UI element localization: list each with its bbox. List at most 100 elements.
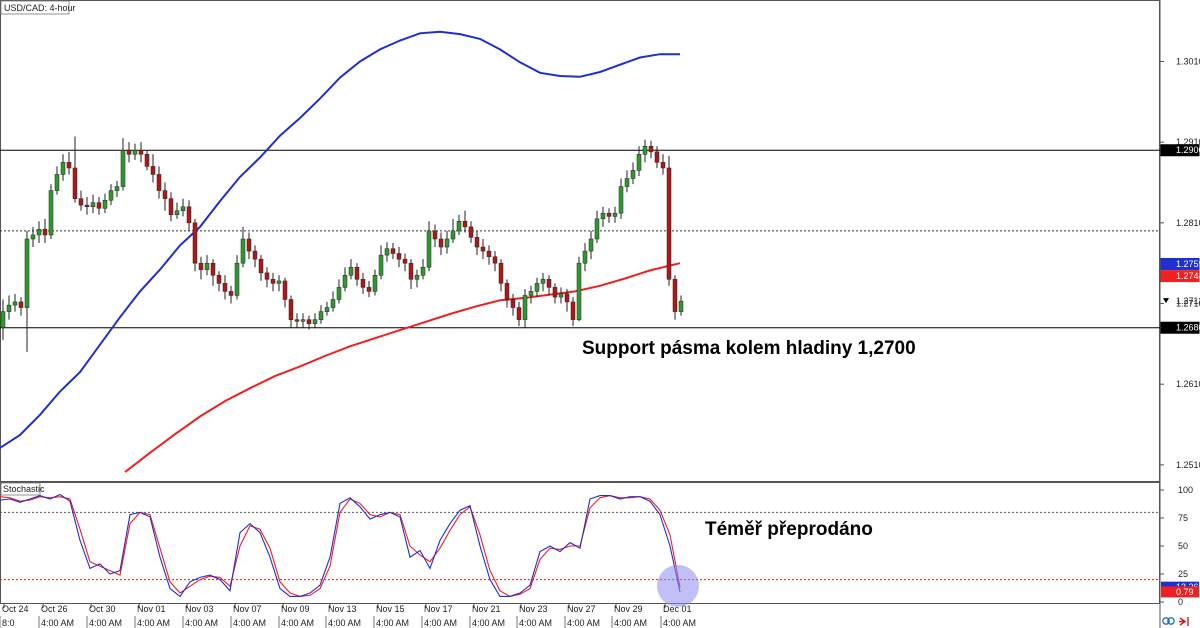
candle: [450, 218, 456, 244]
candle: [660, 154, 666, 175]
candle: [72, 136, 78, 203]
stochastic-tick-label: 50: [1178, 541, 1188, 551]
candle: [600, 206, 606, 227]
candle-body: [384, 248, 390, 256]
candle-body: [390, 248, 396, 254]
time-tick-date: Nov 17: [424, 604, 453, 614]
stochastic-tag-2-label: 0.79: [1176, 587, 1194, 597]
stochastic-axis: 100 75 50 25 0: [1160, 485, 1193, 607]
candle: [78, 190, 84, 211]
candle: [108, 184, 114, 206]
candle: [612, 206, 618, 223]
time-tick-date: Nov 27: [567, 604, 596, 614]
candle: [282, 277, 288, 308]
time-tick-time: 4:00 AM: [663, 618, 696, 628]
candle: [444, 230, 450, 254]
candle: [210, 259, 216, 286]
candle: [276, 275, 282, 292]
candle: [24, 230, 30, 352]
candle-body: [216, 275, 222, 284]
candle: [330, 291, 336, 312]
candle: [294, 313, 300, 328]
candle-body: [576, 262, 582, 320]
stochastic-d-line: [0, 495, 681, 597]
price-tick-label: 1.2810: [1176, 218, 1200, 228]
candle: [630, 162, 636, 185]
time-tick-time: 4:00 AM: [567, 618, 600, 628]
candle-body: [642, 145, 648, 155]
candle: [132, 143, 138, 160]
candle: [420, 259, 426, 280]
candle-body: [444, 238, 450, 248]
candle: [102, 193, 108, 214]
candle-body: [654, 151, 660, 163]
price-tick-label: 1.2910: [1176, 137, 1200, 147]
candle: [672, 275, 678, 320]
candle-body: [408, 262, 414, 280]
candle: [54, 166, 60, 195]
price-tick-label: 1.2510: [1176, 460, 1200, 470]
candle-body: [678, 300, 684, 312]
link-icon[interactable]: [1162, 617, 1175, 625]
resistance-tag-label: 1.2900: [1176, 145, 1200, 155]
candle-body: [198, 262, 204, 270]
candle: [252, 245, 258, 268]
candle-body: [552, 287, 558, 298]
candle-body: [258, 258, 264, 274]
time-axis: Oct 24 8:0 Oct 26 4:00 AM Oct 30 4:00 AM Nov 0…: [0, 604, 696, 628]
candle-body: [618, 186, 624, 214]
candle-body: [456, 220, 462, 232]
candle: [12, 293, 18, 312]
candle-body: [540, 279, 546, 284]
arrow-right-icon[interactable]: [1179, 617, 1189, 626]
candle: [576, 256, 582, 322]
stochastic-tick-label: 25: [1178, 569, 1188, 579]
candle: [306, 315, 312, 330]
candle-body: [378, 254, 384, 276]
candle-body: [360, 279, 366, 288]
candle-body: [18, 301, 24, 308]
oversold-annotation: Téměř přeprodáno: [705, 519, 873, 540]
time-tick-time: 4:00 AM: [281, 618, 314, 628]
stochastic-title-box: [0, 482, 41, 496]
candle: [438, 232, 444, 256]
candle-body: [114, 186, 120, 191]
time-tick-date: Nov 01: [137, 604, 166, 614]
candle: [360, 272, 366, 294]
ma-tag-2-box: [1160, 270, 1200, 283]
last-price-label: 1.2713: [1176, 296, 1200, 306]
candle-body: [6, 304, 12, 312]
candle-body: [174, 210, 180, 216]
time-tick-date: Nov 29: [614, 604, 643, 614]
price-axis: 1.3010 1.2910 1.2810 1.2710 1.2610 1.2510: [1160, 57, 1200, 470]
candle: [516, 301, 522, 327]
time-tick-time: 4:00 AM: [185, 618, 218, 628]
candle-body: [594, 218, 600, 240]
candle-body: [294, 319, 300, 322]
candle-body: [660, 162, 666, 169]
candle-body: [156, 174, 162, 191]
candle-body: [474, 237, 480, 248]
candle: [366, 280, 372, 298]
candle-body: [90, 202, 96, 207]
resistance-tag-box: [1160, 144, 1200, 157]
candle: [342, 267, 348, 292]
time-tick-time: 4:00 AM: [519, 618, 552, 628]
candle: [198, 256, 204, 280]
stochastic-tick-label: 100: [1178, 485, 1193, 495]
candle: [174, 202, 180, 219]
candle-body: [276, 280, 282, 284]
candle: [126, 142, 132, 163]
candle-body: [252, 250, 258, 260]
candle: [432, 224, 438, 248]
candle-body: [144, 154, 150, 167]
candle: [582, 243, 588, 272]
support-tag-label: 1.2680: [1176, 323, 1200, 333]
stochastic-title: Stochastic: [3, 484, 45, 494]
candle-body: [534, 283, 540, 292]
candle-body: [438, 238, 444, 248]
main-panel: [0, 0, 1160, 482]
candle: [534, 277, 540, 298]
candle-body: [516, 307, 522, 320]
candle-body: [300, 319, 306, 322]
